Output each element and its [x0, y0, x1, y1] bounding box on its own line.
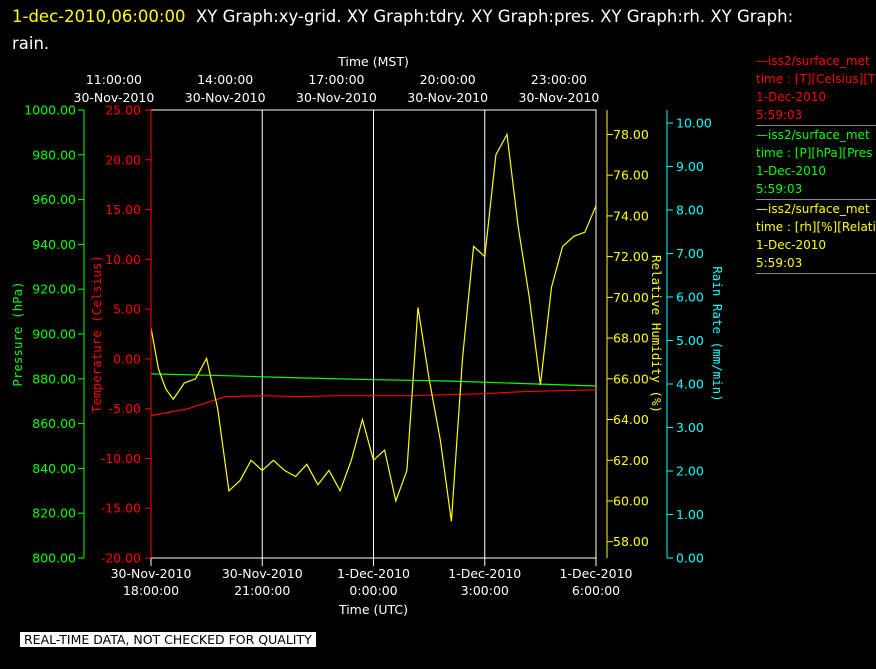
- top-tick-label-time: 20:00:00: [420, 72, 476, 87]
- top-tick-label-date: 30-Nov-2010: [74, 90, 155, 105]
- grid: [150, 109, 597, 559]
- pressure-tick-label: 800.00: [32, 551, 76, 566]
- pressure-tick-label: 860.00: [32, 416, 76, 431]
- legend: —iss2/surface_met time : [T][Celsius][T …: [756, 52, 876, 274]
- rain-tick-label: 9.00: [676, 159, 704, 174]
- legend-entry-name: —iss2/surface_met: [756, 202, 870, 216]
- legend-entry-pressure: —iss2/surface_met time : [P][hPa][Pres 1…: [756, 126, 876, 200]
- rain-tick-label: 6.00: [676, 290, 704, 305]
- temperature-tick-label: 5.00: [113, 302, 141, 317]
- humidity-tick-label: 58.00: [613, 534, 649, 549]
- bottom-tick-label-time: 3:00:00: [461, 583, 509, 598]
- legend-entry-date: 1-Dec-2010: [756, 238, 827, 252]
- legend-entry-name: —iss2/surface_met: [756, 128, 870, 142]
- top-tick-label-time: 11:00:00: [86, 72, 142, 87]
- temperature-tick-label: 25.00: [105, 103, 141, 118]
- pressure-tick-label: 920.00: [32, 282, 76, 297]
- rain-tick-label: 5.00: [676, 333, 704, 348]
- humidity-tick-label: 68.00: [613, 331, 649, 346]
- pressure-tick-label: 880.00: [32, 371, 76, 386]
- top-tick-label-date: 30-Nov-2010: [296, 90, 377, 105]
- series-line-pressure: [150, 373, 597, 387]
- legend-entry-date: 1-Dec-2010: [756, 90, 827, 104]
- legend-entry-date: 1-Dec-2010: [756, 164, 827, 178]
- legend-entry-units: time : [rh][%][Relati: [756, 220, 876, 234]
- temperature-tick-label: -15.00: [101, 501, 141, 516]
- temperature-tick-label: -20.00: [101, 551, 141, 566]
- graph-title: 1-dec-2010,06:00:00 XY Graph:xy-grid. XY…: [12, 3, 862, 57]
- rain-tick-label: 2.00: [676, 464, 704, 479]
- bottom-tick-label-date: 1-Dec-2010: [448, 566, 521, 581]
- bottom-tick-label-time: 6:00:00: [572, 583, 620, 598]
- pressure-tick-label: 980.00: [32, 147, 76, 162]
- series-line-humidity: [150, 132, 597, 522]
- legend-entry-name: —iss2/surface_met: [756, 54, 870, 68]
- top-axis-label: Time (MST): [337, 54, 409, 69]
- pressure-tick-label: 840.00: [32, 461, 76, 476]
- humidity-axis-title: Relative Humidity (%): [649, 255, 664, 413]
- temperature-tick-label: -10.00: [101, 451, 141, 466]
- rain-tick-label: 10.00: [676, 116, 712, 131]
- top-tick-label-date: 30-Nov-2010: [407, 90, 488, 105]
- bottom-tick-label-date: 1-Dec-2010: [337, 566, 410, 581]
- humidity-tick-label: 78.00: [613, 127, 649, 142]
- humidity-tick-label: 76.00: [613, 168, 649, 183]
- legend-entry-time: 5:59:03: [756, 108, 803, 122]
- series-group: [150, 132, 597, 522]
- bottom-axis-label: Time (UTC): [338, 602, 408, 617]
- humidity-tick-label: 64.00: [613, 412, 649, 427]
- top-tick-label-date: 30-Nov-2010: [519, 90, 600, 105]
- top-tick-label-time: 23:00:00: [531, 72, 587, 87]
- humidity-tick-label: 70.00: [613, 290, 649, 305]
- bottom-tick-label-date: 1-Dec-2010: [560, 566, 633, 581]
- rain-tick-label: 4.00: [676, 377, 704, 392]
- title-graph-names-cont: rain.: [12, 34, 50, 53]
- rain-tick-label: 7.00: [676, 246, 704, 261]
- legend-entry-time: 5:59:03: [756, 256, 803, 270]
- humidity-tick-label: 74.00: [613, 208, 649, 223]
- temperature-tick-label: 0.00: [113, 351, 141, 366]
- axes-group: 30-Nov-2010 18:00:00 30-Nov-2010 21:00:00 1-…: [10, 54, 725, 617]
- bottom-tick-label-time: 21:00:00: [234, 583, 290, 598]
- title-timestamp: 1-dec-2010,06:00:00: [12, 7, 186, 26]
- bottom-tick-label-date: 30-Nov-2010: [111, 566, 192, 581]
- legend-entry-temperature: —iss2/surface_met time : [T][Celsius][T …: [756, 52, 876, 126]
- pressure-tick-label: 960.00: [32, 192, 76, 207]
- rain-tick-label: 3.00: [676, 420, 704, 435]
- rain-tick-label: 8.00: [676, 203, 704, 218]
- temperature-tick-label: 15.00: [105, 202, 141, 217]
- temperature-tick-label: 20.00: [105, 152, 141, 167]
- quality-warning: REAL-TIME DATA, NOT CHECKED FOR QUALITY: [20, 632, 316, 647]
- temperature-tick-label: 10.00: [105, 252, 141, 267]
- top-tick-label-time: 14:00:00: [197, 72, 253, 87]
- top-tick-label-time: 17:00:00: [308, 72, 364, 87]
- legend-entry-units: time : [T][Celsius][T: [756, 72, 876, 86]
- rain-axis-title: Rain Rate (mm/min): [710, 266, 725, 401]
- temperature-axis-title: Temperature (Celsius): [89, 255, 104, 413]
- pressure-tick-label: 820.00: [32, 506, 76, 521]
- series-line-temperature: [150, 389, 597, 417]
- pressure-axis-title: Pressure (hPa): [10, 281, 25, 386]
- pressure-tick-label: 940.00: [32, 237, 76, 252]
- legend-entry-time: 5:59:03: [756, 182, 803, 196]
- pressure-tick-label: 1000.00: [24, 103, 76, 118]
- humidity-tick-label: 62.00: [613, 453, 649, 468]
- humidity-tick-label: 72.00: [613, 249, 649, 264]
- rain-tick-label: 0.00: [676, 551, 704, 566]
- top-tick-label-date: 30-Nov-2010: [185, 90, 266, 105]
- legend-entry-humidity: —iss2/surface_met time : [rh][%][Relati …: [756, 200, 876, 274]
- title-graph-names: XY Graph:xy-grid. XY Graph:tdry. XY Grap…: [195, 7, 794, 26]
- temperature-tick-label: -5.00: [109, 401, 141, 416]
- bottom-tick-label-time: 18:00:00: [123, 583, 179, 598]
- rain-tick-label: 1.00: [676, 507, 704, 522]
- humidity-tick-label: 66.00: [613, 371, 649, 386]
- bottom-tick-label-time: 0:00:00: [349, 583, 397, 598]
- bottom-tick-label-date: 30-Nov-2010: [222, 566, 303, 581]
- humidity-tick-label: 60.00: [613, 493, 649, 508]
- legend-entry-units: time : [P][hPa][Pres: [756, 146, 873, 160]
- pressure-tick-label: 900.00: [32, 327, 76, 342]
